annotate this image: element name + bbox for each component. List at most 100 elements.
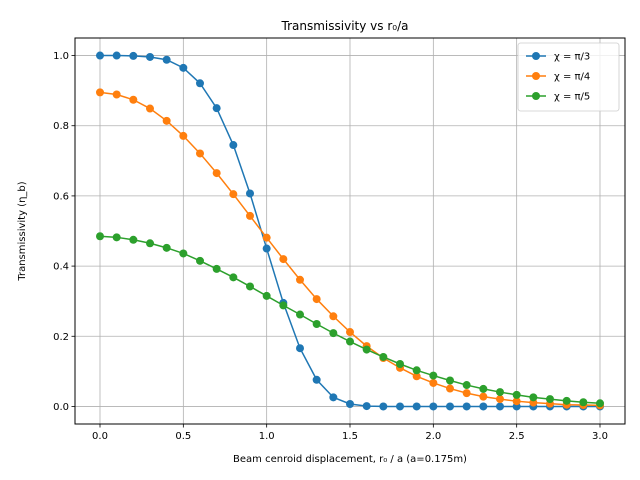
data-point bbox=[229, 273, 238, 282]
data-point bbox=[462, 389, 471, 398]
data-point bbox=[346, 337, 354, 346]
data-point bbox=[446, 402, 454, 411]
data-point bbox=[246, 189, 254, 198]
series-layer bbox=[96, 51, 604, 411]
data-point bbox=[146, 239, 154, 248]
data-point bbox=[196, 256, 204, 265]
data-point bbox=[479, 392, 488, 401]
x-tick-label: 1.0 bbox=[259, 431, 275, 442]
data-point bbox=[546, 395, 554, 404]
legend-item: χ = π/3 bbox=[526, 52, 590, 63]
ticks-layer: 0.0 0.5 1.0 1.5 2.0 2.5 3.0 0.0 0.2 0.4 0.6 0.8 1.0 bbox=[53, 51, 608, 442]
legend-marker bbox=[532, 52, 540, 60]
chart-title: Transmissivity vs r₀/a bbox=[281, 19, 409, 33]
data-point bbox=[246, 211, 254, 220]
data-point bbox=[396, 402, 404, 411]
data-point bbox=[379, 352, 388, 361]
data-point bbox=[262, 291, 271, 300]
data-point bbox=[329, 329, 338, 338]
series-1 bbox=[96, 51, 604, 411]
data-point bbox=[329, 312, 338, 321]
data-point bbox=[379, 402, 388, 411]
data-point bbox=[129, 51, 138, 60]
series-2 bbox=[96, 88, 604, 410]
data-point bbox=[146, 104, 154, 113]
data-point bbox=[196, 79, 204, 88]
x-tick-label: 1.5 bbox=[342, 431, 358, 442]
data-point bbox=[129, 235, 138, 244]
data-point bbox=[396, 359, 404, 368]
data-point bbox=[179, 131, 188, 140]
data-point bbox=[279, 301, 288, 310]
data-point bbox=[329, 393, 338, 402]
data-point bbox=[312, 319, 321, 328]
data-point bbox=[296, 310, 304, 319]
x-tick-label: 2.0 bbox=[425, 431, 441, 442]
data-point bbox=[279, 255, 288, 264]
data-point bbox=[112, 233, 121, 242]
y-tick-label: 0.8 bbox=[53, 121, 69, 132]
legend-label: χ = π/3 bbox=[554, 52, 590, 63]
legend-item: χ = π/4 bbox=[526, 72, 590, 83]
data-point bbox=[112, 90, 121, 99]
x-axis-label: Beam cenroid displacement, r₀ / a (a=0.1… bbox=[233, 454, 467, 465]
y-tick-label: 0.4 bbox=[53, 262, 69, 273]
data-point bbox=[296, 275, 304, 284]
data-point bbox=[146, 52, 154, 61]
y-tick-label: 1.0 bbox=[53, 51, 69, 62]
data-point bbox=[446, 376, 454, 385]
data-point bbox=[96, 51, 104, 60]
data-point bbox=[346, 328, 354, 337]
data-point bbox=[429, 371, 438, 380]
data-point bbox=[579, 398, 588, 407]
data-point bbox=[296, 344, 304, 353]
x-tick-label: 0.5 bbox=[175, 431, 191, 442]
data-point bbox=[96, 88, 104, 97]
data-point bbox=[446, 384, 454, 393]
data-point bbox=[229, 190, 238, 199]
data-point bbox=[179, 63, 188, 72]
data-point bbox=[162, 243, 171, 252]
legend-marker bbox=[532, 92, 540, 100]
legend: χ = π/3 χ = π/4 χ = π/5 bbox=[517, 42, 620, 112]
data-point bbox=[312, 375, 321, 384]
data-point bbox=[496, 402, 504, 411]
data-point bbox=[312, 295, 321, 304]
data-point bbox=[362, 402, 371, 411]
data-point bbox=[412, 366, 421, 375]
x-tick-label: 2.5 bbox=[509, 431, 525, 442]
data-point bbox=[362, 345, 371, 354]
data-point bbox=[529, 393, 538, 402]
series-3 bbox=[96, 232, 604, 408]
data-point bbox=[212, 104, 221, 113]
data-point bbox=[212, 264, 221, 273]
data-point bbox=[196, 149, 204, 158]
data-point bbox=[162, 116, 171, 125]
data-point bbox=[496, 388, 504, 397]
data-point bbox=[479, 402, 488, 411]
data-point bbox=[179, 249, 188, 258]
data-point bbox=[462, 402, 471, 411]
data-point bbox=[479, 384, 488, 393]
legend-label: χ = π/4 bbox=[554, 72, 590, 83]
grid-layer bbox=[75, 38, 625, 424]
data-point bbox=[429, 402, 438, 411]
legend-marker bbox=[532, 72, 540, 80]
y-axis-label: Transmissivity (η_b) bbox=[17, 181, 28, 281]
legend-item: χ = π/5 bbox=[526, 92, 590, 103]
data-point bbox=[262, 244, 271, 253]
legend-label: χ = π/5 bbox=[554, 92, 590, 103]
y-tick-label: 0.6 bbox=[53, 191, 69, 202]
data-point bbox=[412, 372, 421, 381]
data-point bbox=[129, 95, 138, 104]
data-point bbox=[112, 51, 121, 60]
data-point bbox=[246, 282, 254, 291]
legend-box bbox=[517, 42, 620, 112]
data-point bbox=[512, 397, 521, 406]
y-tick-label: 0.2 bbox=[53, 332, 69, 343]
y-tick-label: 0.0 bbox=[53, 402, 69, 413]
data-point bbox=[96, 232, 104, 241]
data-point bbox=[596, 399, 604, 408]
x-tick-label: 3.0 bbox=[592, 431, 608, 442]
